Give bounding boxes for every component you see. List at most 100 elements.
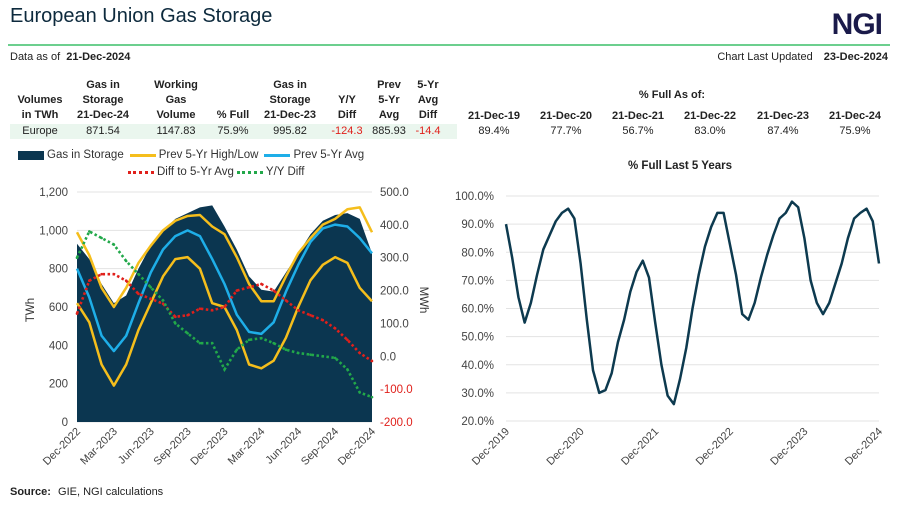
table-header-line: Gas [165, 94, 187, 106]
x-tick-label: Dec-2024 [843, 426, 885, 468]
x-tick-label: Sep-2023 [152, 426, 194, 468]
data-point [284, 348, 288, 352]
y2-tick-label: -100.0 [380, 384, 413, 396]
table-header-line: Gas in [86, 79, 120, 91]
data-point [198, 307, 202, 310]
data-as-of: Data as of 21-Dec-2024 [10, 51, 130, 63]
table-header-line: 5-Yr [417, 79, 439, 91]
table-cell: 1147.83 [156, 125, 196, 137]
x-tick-label: Mar-2023 [78, 426, 120, 468]
full-value: 87.4% [767, 125, 799, 137]
table-header-line: Prev [377, 79, 401, 91]
gas-storage-swatch [18, 150, 44, 160]
table-header-line: Working [154, 79, 198, 91]
data-point [87, 279, 91, 283]
legend-avg: Prev 5-Yr Avg [293, 149, 365, 161]
legend-yy: Y/Y Diff [265, 166, 305, 178]
data-point [112, 243, 116, 246]
table-header: Gas in Storage 21-Dec-23 [255, 78, 325, 123]
data-point [112, 272, 116, 276]
x-tick-label: Dec-2022 [41, 426, 83, 468]
x-tick-label: Jun-2024 [263, 426, 304, 467]
table-header-line: 5-Yr [378, 94, 400, 106]
data-point [370, 395, 374, 399]
data-point [370, 359, 374, 363]
yy-swatch [236, 170, 263, 174]
page-title: European Union Gas Storage [10, 5, 273, 27]
full-date-header: 21-Dec-23 [757, 110, 809, 122]
x-tick-label: Jun-2023 [116, 426, 157, 467]
table-header: Working Gas Volume [141, 78, 211, 123]
data-point [260, 336, 263, 340]
data-point [210, 308, 214, 312]
data-point [346, 368, 349, 371]
data-point [223, 305, 226, 309]
legend-row-1: Gas in Storage Prev 5-Yr High/Low Prev 5… [18, 149, 364, 161]
data-point [321, 354, 325, 358]
full-value: 56.7% [622, 125, 654, 137]
data-point [247, 285, 251, 289]
data-point [260, 282, 263, 286]
data-point [137, 292, 140, 296]
y2-axis-label: MWh [417, 287, 429, 314]
table-header-line: Gas in [273, 79, 307, 91]
x-tick-label: Sep-2024 [299, 426, 341, 468]
data-point [75, 312, 79, 315]
data-point [100, 272, 103, 276]
y-tick-label: 40.0% [461, 360, 494, 372]
x-tick-label: Dec-2023 [768, 426, 810, 468]
table-cell: 885.93 [372, 125, 406, 137]
full-date-header: 21-Dec-21 [612, 110, 664, 122]
table-header-line: Volumes [17, 94, 63, 106]
table-header-line: Diff [418, 109, 438, 121]
data-point [186, 313, 189, 317]
table-header-line: Avg [378, 109, 400, 121]
y-tick-label: 0 [62, 417, 68, 429]
full-date-header: 21-Dec-24 [829, 110, 881, 122]
full-date-header: 21-Dec-20 [540, 110, 592, 122]
data-point [149, 285, 153, 289]
y2-tick-label: -200.0 [380, 417, 413, 429]
data-point [333, 327, 337, 330]
table-header: Y/Y Diff [327, 93, 367, 123]
data-point [321, 318, 325, 322]
header-divider [8, 44, 890, 46]
data-point [137, 272, 140, 276]
data-point [149, 297, 153, 301]
y2-tick-label: 500.0 [380, 187, 409, 199]
data-point [358, 351, 362, 355]
table-header: Prev 5-Yr Avg [364, 78, 414, 123]
footer-source: Source: GIE, NGI calculations [10, 486, 163, 498]
updated-label: Chart Last Updated [717, 51, 813, 63]
y-tick-label: 1,200 [39, 187, 68, 199]
data-point [309, 313, 312, 317]
data-point [87, 230, 91, 233]
y-tick-label: 100.0% [455, 191, 494, 203]
table-header-line: Storage [82, 94, 124, 106]
y-tick-label: 70.0% [461, 275, 494, 287]
y2-tick-label: 400.0 [380, 220, 409, 232]
highlow-swatch [129, 153, 156, 157]
source-text: GIE, NGI calculations [58, 486, 164, 498]
data-point [174, 322, 177, 325]
y-tick-label: 800 [49, 264, 68, 276]
legend-diff5: Diff to 5-Yr Avg [157, 166, 234, 178]
x-tick-label: Dec-2024 [336, 426, 378, 468]
y-tick-label: 20.0% [461, 416, 494, 428]
table-header-line: Avg [417, 94, 439, 106]
right-chart-title: % Full Last 5 Years [628, 160, 732, 172]
data-point [235, 289, 239, 292]
data-point [358, 391, 362, 394]
data-point [333, 356, 337, 360]
y2-tick-label: 200.0 [380, 286, 409, 298]
data-point [124, 259, 128, 263]
y-tick-label: 600 [49, 302, 68, 314]
data-point [235, 348, 239, 352]
table-header: % Full [208, 108, 258, 123]
data-point [272, 341, 275, 345]
chart-last-updated: Chart Last Updated 23-Dec-2024 [717, 51, 888, 63]
x-tick-label: Mar-2024 [226, 426, 268, 468]
europe-row-background [10, 124, 457, 139]
data-point [296, 308, 300, 312]
y2-tick-label: 0.0 [380, 351, 396, 363]
